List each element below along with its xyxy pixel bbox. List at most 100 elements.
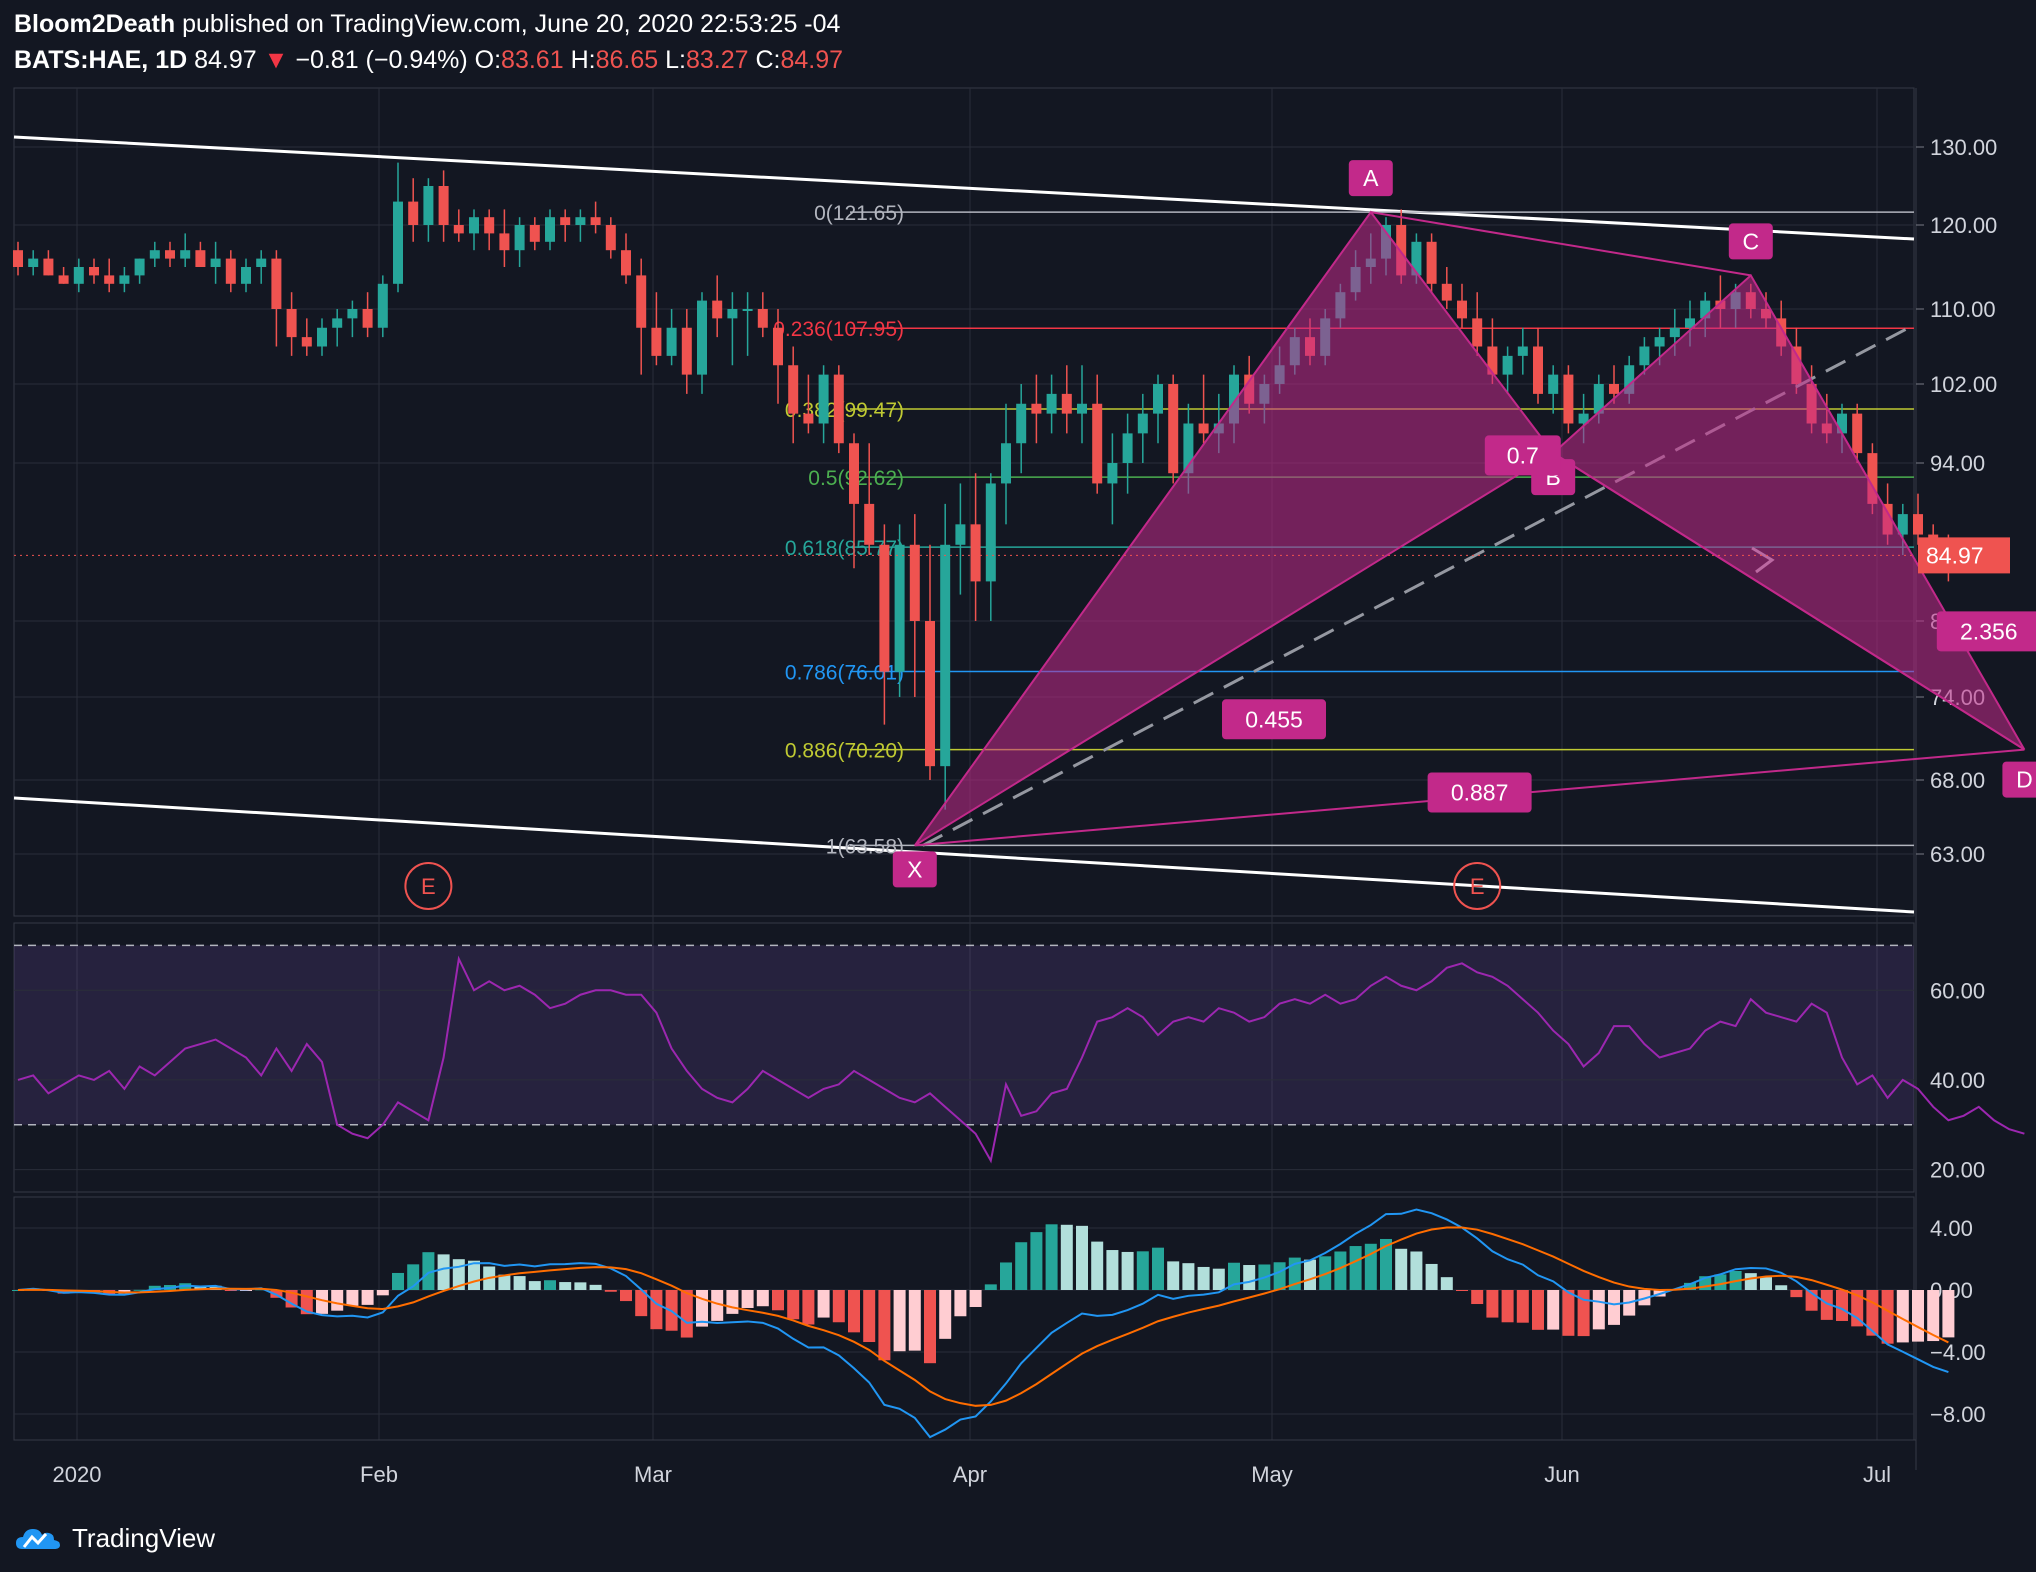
rsi-tick-label: 60.00: [1930, 978, 1985, 1003]
candle-body: [727, 309, 738, 319]
tradingview-cloud-icon: [16, 1529, 60, 1549]
candle-body: [1609, 384, 1619, 394]
candle-body: [1441, 283, 1452, 301]
candle-body: [362, 309, 373, 328]
price-change: −0.81 (−0.94%): [295, 46, 468, 74]
symbol-label[interactable]: BATS:HAE, 1D: [14, 46, 188, 74]
candle: [241, 258, 251, 293]
candle: [894, 524, 905, 697]
macd-histogram-bar: [1608, 1290, 1620, 1325]
candle-body: [1487, 346, 1498, 375]
fib-level-label: 0(121.65): [814, 202, 904, 225]
high-label: H:: [570, 46, 596, 74]
macd-histogram-bar: [1091, 1241, 1104, 1290]
macd-histogram-bar: [392, 1272, 404, 1290]
candle-body: [849, 443, 859, 504]
last-price-tag: [1918, 537, 2010, 574]
macd-histogram-bar: [1243, 1265, 1256, 1290]
macd-histogram-bar: [1501, 1290, 1514, 1323]
macd-histogram-bar: [893, 1290, 906, 1352]
candle-body: [621, 250, 631, 276]
candle-body: [1046, 393, 1057, 414]
macd-histogram-bar: [1881, 1290, 1894, 1344]
macd-histogram-bar: [1577, 1290, 1590, 1337]
macd-histogram-bar: [1547, 1290, 1560, 1330]
candle-body: [651, 327, 662, 356]
macd-histogram-bar: [984, 1284, 997, 1290]
candle-body: [1548, 374, 1559, 394]
candle: [560, 209, 571, 242]
pattern-ratio-label: 0.7: [1507, 442, 1539, 468]
candle-body: [1229, 374, 1239, 424]
macd-histogram-bar: [635, 1290, 648, 1317]
candle: [1092, 374, 1103, 494]
x-tick-label: May: [1251, 1462, 1293, 1487]
macd-histogram-bar: [1927, 1290, 1940, 1342]
candle-body: [818, 374, 829, 424]
candle: [833, 365, 844, 454]
candle-body: [377, 283, 388, 328]
fib-level-label: 0.618(85.77): [785, 537, 904, 560]
pattern-ac-line: [1370, 211, 1751, 277]
candle: [1016, 384, 1027, 474]
macd-histogram-bar: [1410, 1251, 1423, 1290]
candle: [408, 178, 419, 242]
macd-histogram-bar: [1684, 1282, 1696, 1290]
macd-histogram-bar: [1425, 1263, 1438, 1290]
candle-body: [985, 483, 996, 582]
pattern-ratio-badge: [1222, 699, 1326, 740]
candle-body: [1122, 433, 1133, 463]
macd-histogram-bar: [1866, 1290, 1879, 1336]
candle-body: [438, 186, 449, 225]
candle: [1457, 283, 1467, 328]
candle: [43, 250, 54, 276]
macd-histogram-bar: [832, 1290, 845, 1323]
macd-histogram-bar: [1486, 1290, 1499, 1318]
event-marker-label: E: [421, 874, 436, 899]
candle-body: [119, 275, 130, 284]
macd-histogram-bar: [1273, 1262, 1286, 1290]
pattern-point-label: C: [1742, 228, 1759, 254]
candle: [1153, 374, 1163, 444]
candle: [1122, 413, 1133, 494]
candle: [1548, 365, 1559, 414]
candle-body: [712, 300, 723, 319]
macd-tick-label: 4.00: [1930, 1216, 1973, 1241]
published-text: published on TradingView.com, June 20, 2…: [182, 10, 841, 38]
candle-body: [1563, 374, 1574, 424]
macd-histogram-bar: [376, 1290, 389, 1296]
candle: [332, 309, 343, 347]
candle-body: [271, 258, 282, 309]
macd-histogram-bar: [1836, 1290, 1848, 1321]
candle-body: [13, 250, 23, 267]
candle-body: [484, 217, 495, 234]
rsi-line: [17, 955, 2025, 1164]
macd-histogram-bar: [680, 1290, 693, 1338]
candle-body: [423, 186, 434, 225]
candle-body: [453, 225, 464, 234]
macd-histogram-bar: [878, 1290, 891, 1361]
candle: [347, 300, 358, 338]
candle: [1137, 393, 1148, 463]
macd-histogram-bar: [848, 1290, 860, 1333]
candle: [727, 292, 738, 366]
candle-body: [149, 250, 160, 259]
candle: [1168, 374, 1179, 484]
earnings-event-icon: [404, 862, 453, 910]
candle: [1426, 233, 1437, 293]
macd-histogram-bar: [1045, 1224, 1058, 1290]
macd-histogram-bar: [1212, 1268, 1225, 1290]
candle: [940, 503, 951, 810]
low-value: 83.27: [685, 46, 749, 74]
candle-body: [560, 217, 571, 225]
candle-body: [697, 300, 707, 375]
candle-body: [1502, 355, 1513, 375]
candle-body: [1137, 413, 1148, 434]
candle: [165, 241, 175, 267]
brand-name[interactable]: TradingView: [72, 1522, 216, 1553]
author-name[interactable]: Bloom2Death: [14, 10, 176, 38]
candle: [423, 178, 434, 242]
candle-body: [1426, 241, 1437, 284]
earnings-event-icon: [1453, 862, 1502, 910]
